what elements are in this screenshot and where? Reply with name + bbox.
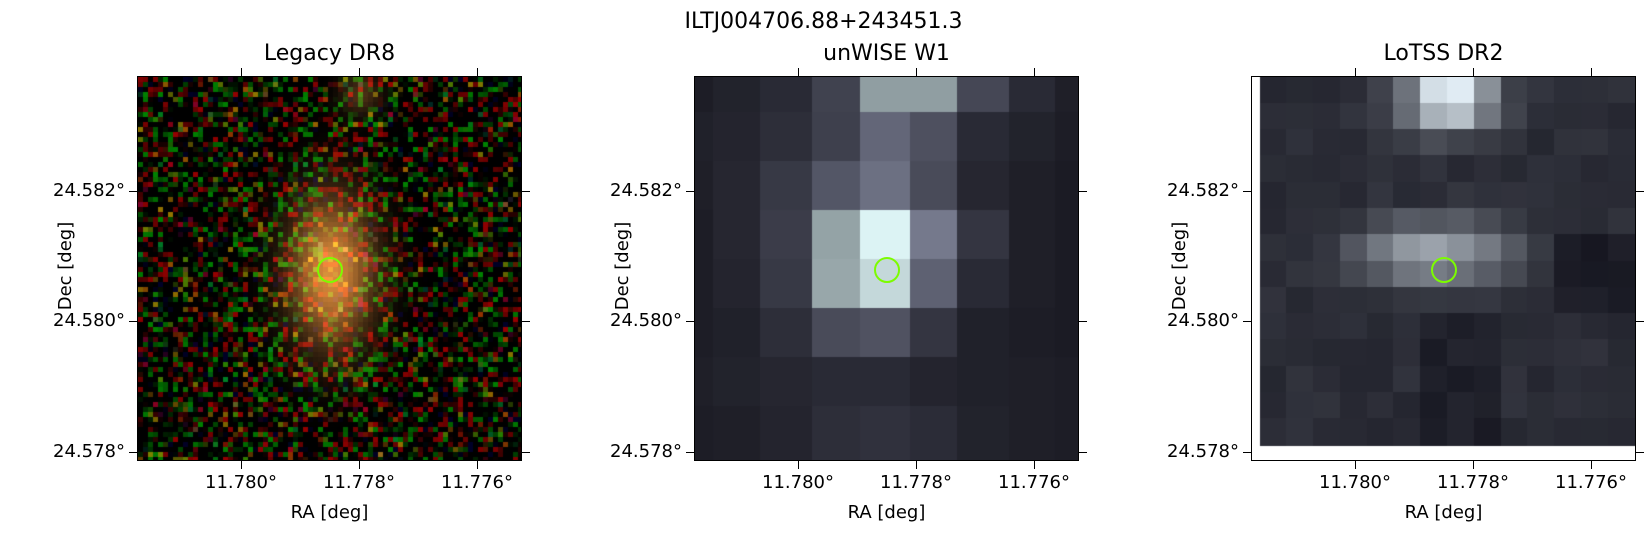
y-tick-left <box>686 452 694 453</box>
x-tick-bottom <box>1355 461 1356 469</box>
x-tick-top <box>1473 68 1474 76</box>
y-tick-label: 24.580° <box>1167 310 1239 331</box>
x-tick-label: 11.780° <box>762 472 834 493</box>
panel-unwise-w1: unWISE W1 11.780° 11.778° 11.776° 24.582… <box>610 41 1087 523</box>
x-tick-top <box>241 68 242 76</box>
y-tick-right <box>522 191 530 192</box>
y-axis-label: Dec [deg] <box>55 221 76 311</box>
x-tick-top <box>477 68 478 76</box>
source-marker <box>1431 257 1457 283</box>
y-tick-left <box>686 191 694 192</box>
x-tick-top <box>1355 68 1356 76</box>
x-tick-label: 11.780° <box>205 472 277 493</box>
panel-legacy-dr8: Legacy DR8 11.780° 11.778° 11.776° 24.58… <box>53 41 530 523</box>
x-tick-label: 11.780° <box>1319 472 1391 493</box>
x-tick-bottom <box>916 461 917 469</box>
y-tick-label: 24.580° <box>53 310 125 331</box>
y-tick-right <box>1079 191 1087 192</box>
y-tick-right <box>1636 452 1644 453</box>
y-tick-label: 24.580° <box>610 310 682 331</box>
x-tick-bottom <box>1591 461 1592 469</box>
x-tick-bottom <box>477 461 478 469</box>
image-frame <box>694 76 1079 461</box>
y-tick-label: 24.578° <box>53 441 125 462</box>
y-tick-left <box>686 321 694 322</box>
panel-title: Legacy DR8 <box>263 41 396 66</box>
panel-lotss-dr2: LoTSS DR2 11.780° 11.778° 11.776° 24.582… <box>1167 41 1644 523</box>
figure-title: ILTJ004706.88+243451.3 <box>684 9 963 34</box>
y-tick-right <box>522 452 530 453</box>
x-tick-bottom <box>241 461 242 469</box>
x-tick-label: 11.778° <box>880 472 952 493</box>
x-tick-label: 11.778° <box>323 472 395 493</box>
source-marker <box>874 257 900 283</box>
image-frame <box>1251 76 1636 461</box>
x-tick-top <box>916 68 917 76</box>
x-tick-bottom <box>1034 461 1035 469</box>
x-tick-top <box>359 68 360 76</box>
y-tick-label: 24.582° <box>1167 180 1239 201</box>
panel-title: unWISE W1 <box>823 41 950 66</box>
y-tick-label: 24.582° <box>53 180 125 201</box>
x-axis-label: RA [deg] <box>847 502 926 523</box>
x-tick-top <box>1034 68 1035 76</box>
y-tick-right <box>1079 452 1087 453</box>
x-axis-label: RA [deg] <box>1404 502 1483 523</box>
panel-title: LoTSS DR2 <box>1383 41 1504 66</box>
x-tick-bottom <box>798 461 799 469</box>
y-tick-left <box>129 452 137 453</box>
y-tick-label: 24.578° <box>1167 441 1239 462</box>
image-frame <box>137 76 522 461</box>
y-tick-right <box>1636 191 1644 192</box>
y-tick-right <box>1079 321 1087 322</box>
x-tick-bottom <box>359 461 360 469</box>
y-axis-label: Dec [deg] <box>612 221 633 311</box>
x-tick-bottom <box>1473 461 1474 469</box>
y-tick-label: 24.582° <box>610 180 682 201</box>
y-tick-left <box>129 321 137 322</box>
y-tick-right <box>522 321 530 322</box>
y-tick-left <box>1243 452 1251 453</box>
x-tick-top <box>798 68 799 76</box>
x-tick-label: 11.776° <box>1555 472 1627 493</box>
x-tick-top <box>1591 68 1592 76</box>
y-tick-left <box>1243 321 1251 322</box>
y-tick-left <box>1243 191 1251 192</box>
y-tick-label: 24.578° <box>610 441 682 462</box>
x-tick-label: 11.776° <box>998 472 1070 493</box>
source-marker <box>317 257 343 283</box>
x-axis-label: RA [deg] <box>290 502 369 523</box>
x-tick-label: 11.776° <box>441 472 513 493</box>
y-tick-left <box>129 191 137 192</box>
y-tick-right <box>1636 321 1644 322</box>
x-tick-label: 11.778° <box>1437 472 1509 493</box>
y-axis-label: Dec [deg] <box>1169 221 1190 311</box>
